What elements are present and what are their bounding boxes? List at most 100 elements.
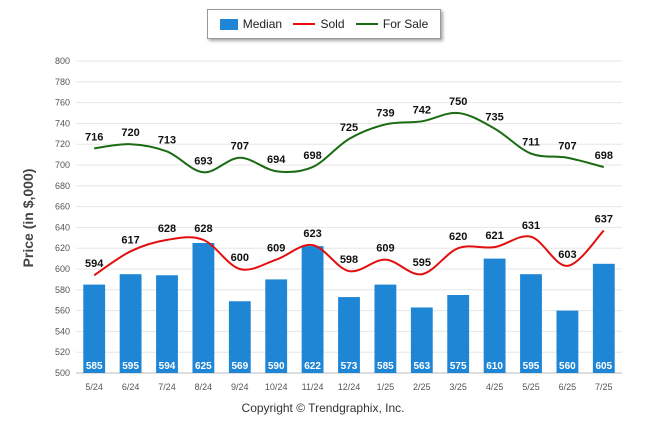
forsale-point-label: 750 xyxy=(449,96,467,108)
sold-point-label: 637 xyxy=(595,214,613,226)
legend-item-median[interactable]: Median xyxy=(219,17,283,31)
copyright-text: Copyright © Trendgraphix, Inc. xyxy=(241,401,405,415)
forsale-point-label: 742 xyxy=(413,104,431,116)
median-bar-label: 590 xyxy=(268,361,285,372)
legend-label-forsale: For Sale xyxy=(382,17,429,31)
y-tick-label: 800 xyxy=(55,56,70,66)
y-tick-label: 680 xyxy=(55,181,70,191)
median-bar-label: 569 xyxy=(231,361,248,372)
forsale-point-label: 739 xyxy=(376,107,394,119)
x-tick-label: 6/24 xyxy=(122,382,140,392)
median-bar-label: 575 xyxy=(450,361,467,372)
median-bar xyxy=(83,284,106,373)
series-lines xyxy=(93,111,605,277)
sold-point-label: 595 xyxy=(413,257,431,269)
sold-point-label: 609 xyxy=(267,243,285,255)
y-tick-label: 660 xyxy=(55,202,70,212)
median-bar-label: 573 xyxy=(341,361,358,372)
x-tick-label: 9/24 xyxy=(231,382,249,392)
median-bar-label: 595 xyxy=(122,361,139,372)
y-tick-label: 560 xyxy=(55,306,70,316)
sold-point-label: 628 xyxy=(158,223,176,235)
median-bar xyxy=(301,246,324,373)
forsale-point-label: 735 xyxy=(485,112,503,124)
sold-point-label: 609 xyxy=(376,243,394,255)
x-tick-label: 4/25 xyxy=(486,382,504,392)
forsale-point-label: 698 xyxy=(595,150,613,162)
sold-swatch xyxy=(293,23,316,25)
sold-point-label: 603 xyxy=(558,249,576,261)
median-bar xyxy=(119,274,142,373)
legend-item-sold[interactable]: Sold xyxy=(293,17,345,31)
forsale-line xyxy=(94,111,605,174)
x-axis-ticks: 5/24 6/24 7/24 8/24 9/24 10/24 11/24 12/24 1/25 2… xyxy=(85,382,612,392)
forsale-point-label: 694 xyxy=(267,154,286,166)
sold-point-label: 598 xyxy=(340,254,358,266)
median-bar xyxy=(374,284,397,373)
sold-point-label: 631 xyxy=(522,220,540,232)
median-bar xyxy=(556,310,579,373)
y-axis-label: Price (in $,000) xyxy=(20,168,36,268)
median-bar-label: 595 xyxy=(523,361,540,372)
x-tick-label: 3/25 xyxy=(449,382,467,392)
forsale-point-label: 711 xyxy=(522,137,540,149)
y-tick-label: 780 xyxy=(55,77,70,87)
median-bar xyxy=(447,295,470,373)
median-bar-label: 560 xyxy=(559,361,576,372)
median-bar xyxy=(483,258,506,373)
legend: Median Sold For Sale xyxy=(207,9,441,39)
sold-point-label: 628 xyxy=(194,223,212,235)
median-bar-label: 594 xyxy=(159,361,176,372)
legend-item-forsale[interactable]: For Sale xyxy=(355,17,429,31)
forsale-point-label: 716 xyxy=(85,131,103,143)
sold-point-label: 617 xyxy=(121,234,139,246)
x-tick-label: 1/25 xyxy=(377,382,395,392)
median-bar-label: 622 xyxy=(304,361,321,372)
median-bar xyxy=(192,243,215,373)
y-tick-label: 740 xyxy=(55,118,70,128)
y-axis-ticks: 500 520 540 560 580 600 620 640 660 680 700 720 740 7… xyxy=(55,56,70,378)
line-labels: 594 617 628 628 600 609 623 598 609 595 620 621 631 6… xyxy=(85,96,613,270)
median-bar-labels: 585 595 594 625 569 590 622 573 585 563 575 610 595 5… xyxy=(86,361,613,372)
x-tick-label: 5/24 xyxy=(85,382,103,392)
x-tick-label: 6/25 xyxy=(559,382,577,392)
forsale-point-label: 707 xyxy=(231,141,249,153)
y-tick-label: 520 xyxy=(55,347,70,357)
y-tick-label: 640 xyxy=(55,222,70,232)
y-tick-label: 500 xyxy=(55,368,70,378)
sold-point-label: 623 xyxy=(303,228,321,240)
y-tick-label: 540 xyxy=(55,326,70,336)
x-tick-label: 2/25 xyxy=(413,382,431,392)
median-swatch xyxy=(219,18,238,30)
median-bar xyxy=(156,275,178,373)
x-tick-label: 10/24 xyxy=(265,382,288,392)
median-bar-label: 585 xyxy=(377,361,394,372)
sold-point-label: 600 xyxy=(231,252,249,264)
y-tick-label: 600 xyxy=(55,264,70,274)
median-bar xyxy=(228,301,251,373)
x-tick-label: 7/24 xyxy=(158,382,176,392)
median-bar xyxy=(592,263,615,373)
legend-label-sold: Sold xyxy=(320,17,345,31)
sold-point-label: 620 xyxy=(449,231,467,243)
forsale-swatch xyxy=(355,23,378,25)
y-tick-label: 620 xyxy=(55,243,70,253)
median-bar xyxy=(338,297,360,373)
median-bar-label: 605 xyxy=(595,361,612,372)
median-bar-label: 610 xyxy=(486,361,503,372)
y-tick-label: 700 xyxy=(55,160,70,170)
median-bar-label: 563 xyxy=(413,361,430,372)
y-tick-label: 720 xyxy=(55,139,70,149)
x-tick-label: 5/25 xyxy=(522,382,540,392)
x-tick-label: 11/24 xyxy=(302,382,324,392)
sold-line xyxy=(93,229,605,277)
x-tick-label: 12/24 xyxy=(338,382,361,392)
sold-point-label: 621 xyxy=(485,230,503,242)
forsale-point-label: 725 xyxy=(340,122,358,134)
legend-label-median: Median xyxy=(242,17,283,31)
y-tick-label: 580 xyxy=(55,285,70,295)
x-tick-label: 8/24 xyxy=(195,382,213,392)
forsale-point-label: 713 xyxy=(158,134,176,146)
median-bar-label: 585 xyxy=(86,361,103,372)
